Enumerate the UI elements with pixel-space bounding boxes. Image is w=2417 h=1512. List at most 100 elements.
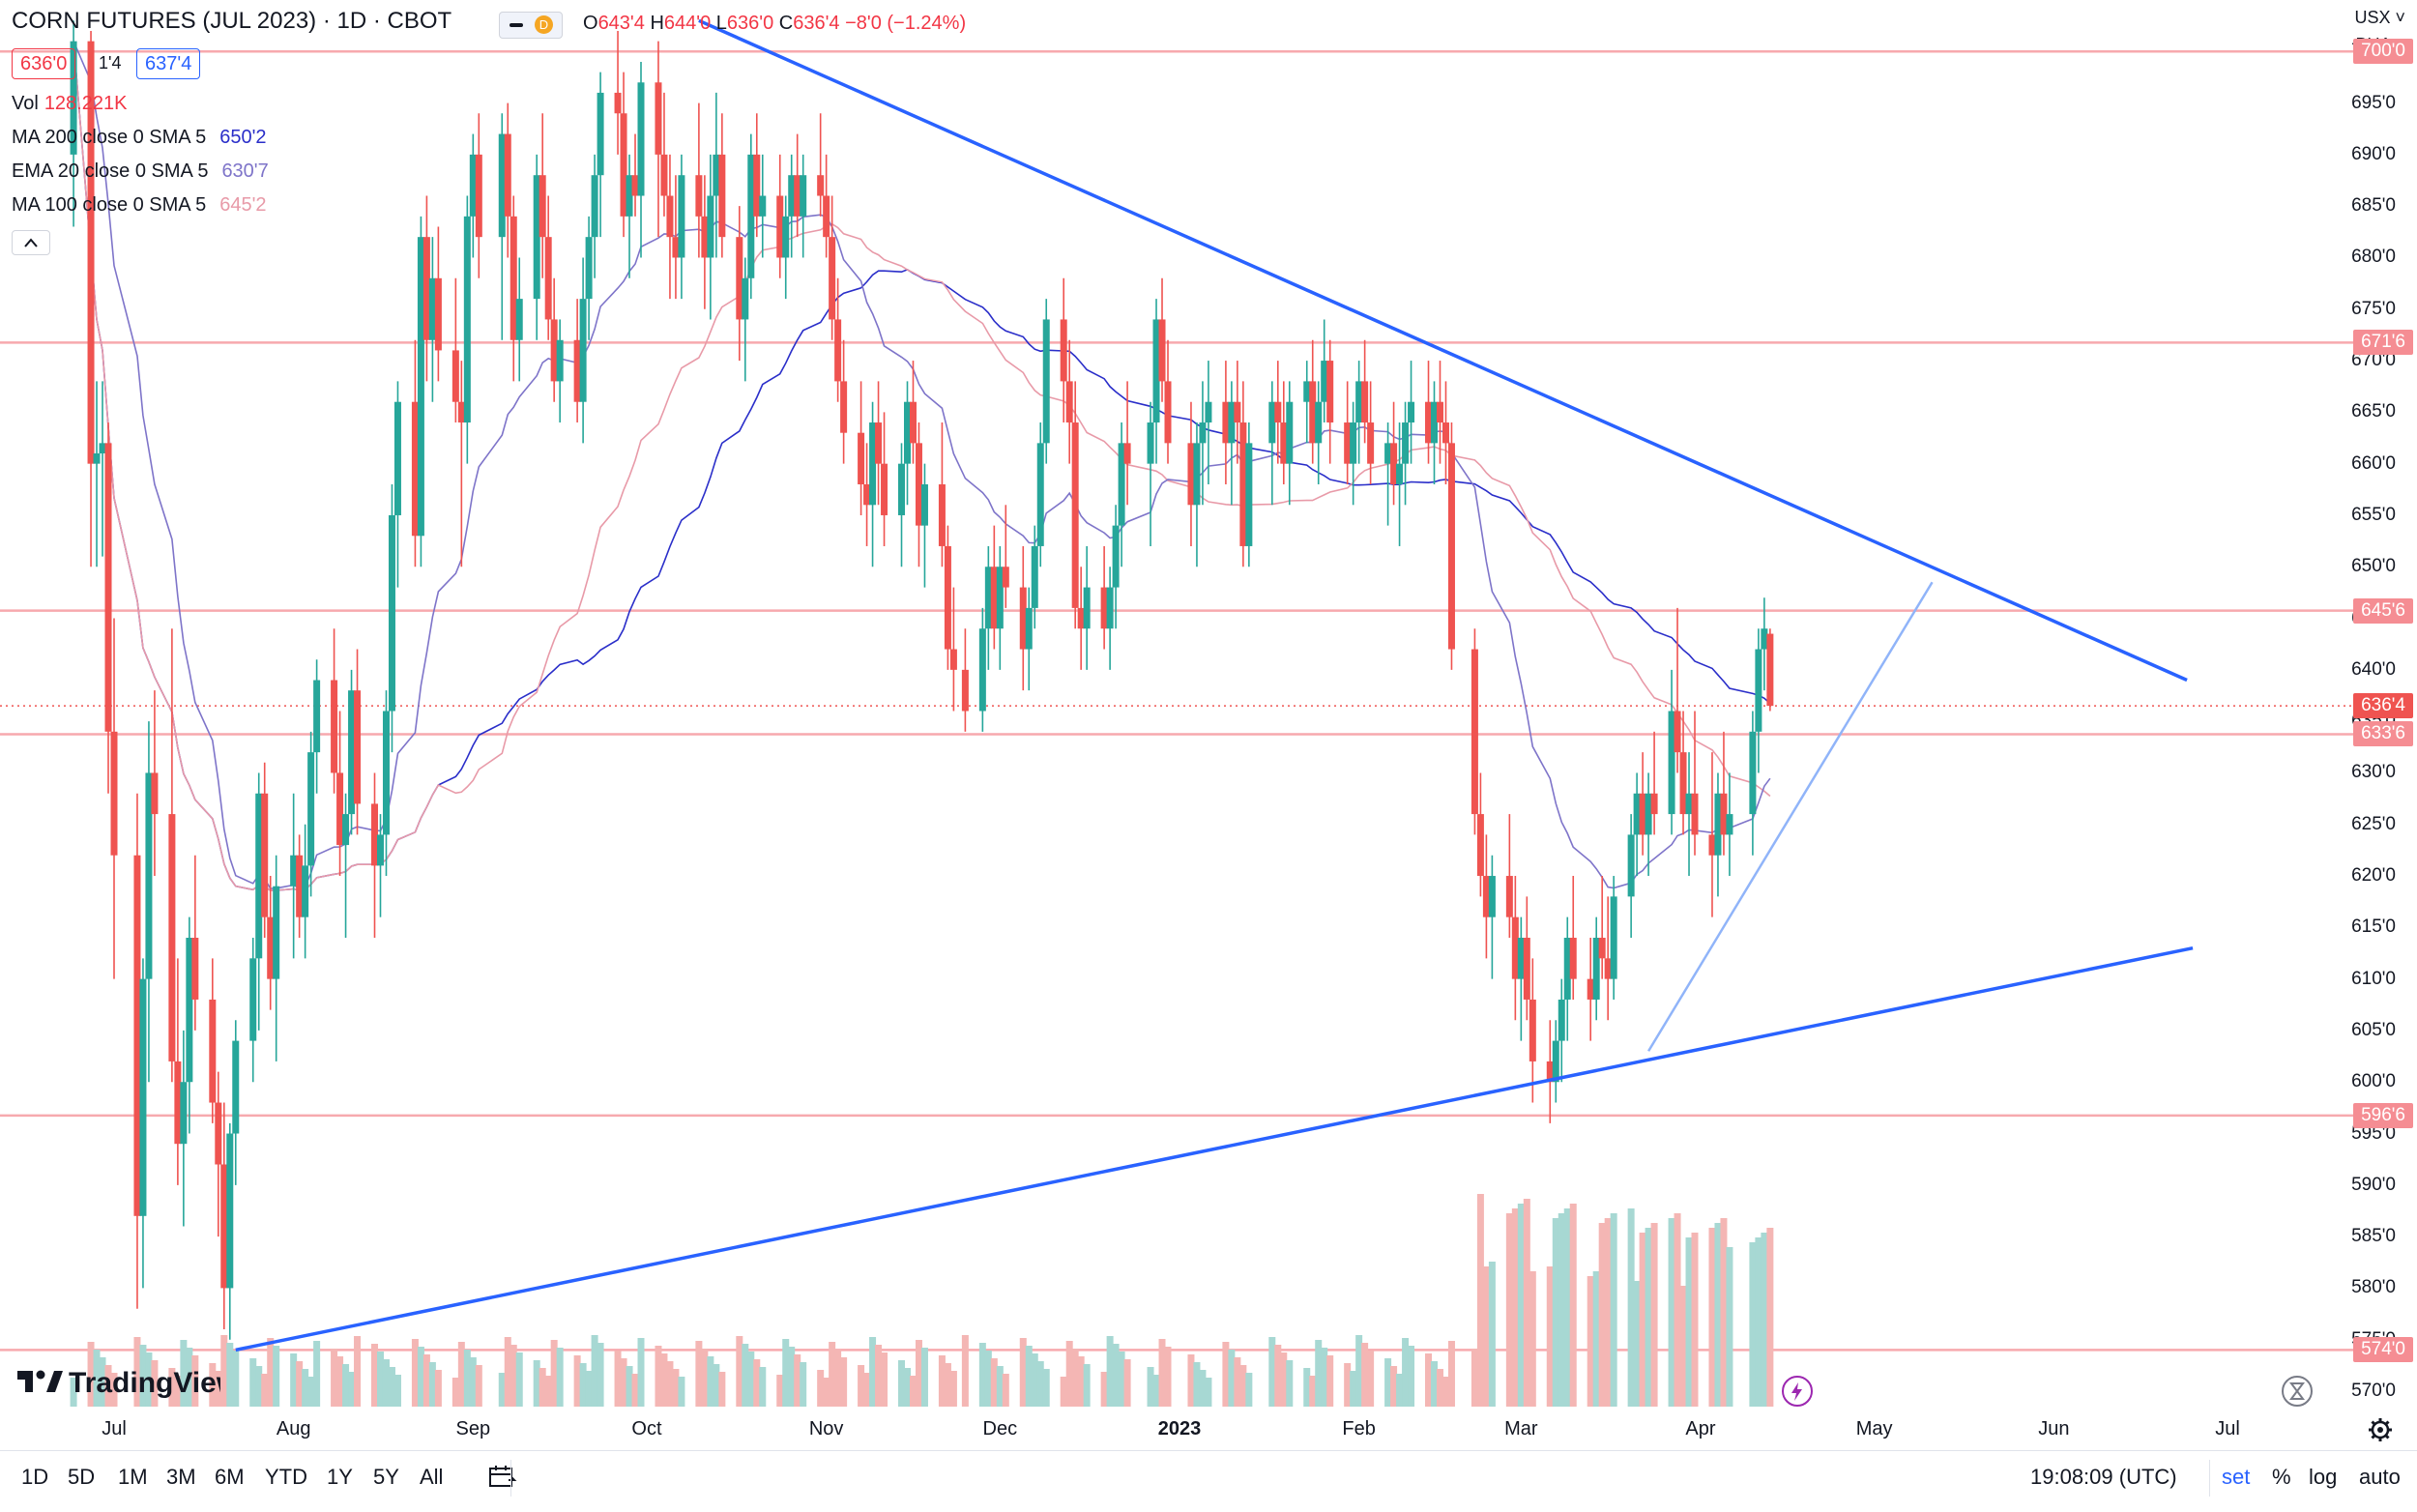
chart-canvas[interactable]	[0, 0, 2417, 1450]
auto-toggle[interactable]: auto	[2359, 1465, 2401, 1489]
goto-date-button[interactable]	[487, 1464, 518, 1496]
candle-body	[417, 237, 424, 537]
candle-body	[354, 690, 362, 804]
legend-row[interactable]: MA 100 close 0 SMA 5 645'2	[12, 194, 267, 217]
candle-body	[1569, 938, 1577, 979]
range-button-ytd[interactable]: YTD	[265, 1465, 307, 1489]
candle-body	[1558, 999, 1565, 1041]
range-button-1y[interactable]: 1Y	[327, 1465, 353, 1489]
volume-bar	[915, 1340, 922, 1407]
alert-lightning-button[interactable]	[1782, 1376, 1813, 1407]
collapse-legend-button[interactable]	[12, 230, 50, 255]
log-toggle[interactable]: log	[2309, 1465, 2338, 1489]
volume-bar	[1321, 1348, 1328, 1407]
volume-bar	[990, 1358, 998, 1407]
candle-body	[829, 237, 836, 320]
candle-body	[944, 545, 951, 650]
range-button-1d[interactable]: 1D	[21, 1465, 49, 1489]
h-label: H	[650, 13, 664, 34]
volume-bar	[1309, 1376, 1317, 1407]
range-button-all[interactable]: All	[420, 1465, 444, 1489]
volume-bar	[215, 1371, 222, 1407]
volume-bar	[794, 1354, 801, 1407]
buy-button[interactable]: 637'4	[136, 48, 201, 79]
range-button-5d[interactable]: 5D	[68, 1465, 96, 1489]
legend-row[interactable]: MA 200 close 0 SMA 5 650'2	[12, 127, 267, 149]
volume-bar	[1112, 1344, 1120, 1407]
chart-style-pill[interactable]: D	[499, 12, 563, 39]
volume-bar	[1396, 1374, 1404, 1407]
candle-body	[226, 1133, 234, 1289]
level-price-tag: 645'6	[2353, 597, 2413, 624]
volume-bar	[1598, 1223, 1606, 1407]
hourglass-icon	[2289, 1382, 2305, 1400]
volume-bar	[1199, 1370, 1207, 1407]
sell-button[interactable]: 636'0	[12, 48, 76, 79]
volume-bar	[672, 1369, 680, 1407]
range-button-6m[interactable]: 6M	[215, 1465, 245, 1489]
candle-body	[1610, 896, 1617, 979]
candle-body	[1158, 319, 1166, 382]
candle-body	[1193, 443, 1201, 506]
range-button-1m[interactable]: 1M	[118, 1465, 148, 1489]
volume-bar	[168, 1368, 176, 1407]
volume-bar	[1187, 1354, 1195, 1407]
candle-body	[371, 803, 379, 866]
range-button-3m[interactable]: 3M	[166, 1465, 196, 1489]
legend-row[interactable]: EMA 20 close 0 SMA 5 630'7	[12, 160, 269, 183]
candle-body	[1604, 958, 1612, 979]
chevron-up-icon	[24, 238, 38, 247]
candle-body	[1031, 545, 1038, 608]
symbol-title[interactable]: CORN FUTURES (JUL 2023) · 1D · CBOT	[12, 8, 451, 35]
volume-bar	[1523, 1199, 1530, 1407]
axis-settings-button[interactable]	[2366, 1415, 2395, 1449]
candle-body	[348, 690, 356, 815]
candle-body	[597, 92, 604, 176]
percent-toggle[interactable]: %	[2272, 1465, 2291, 1489]
currency-selector[interactable]: USX ˅	[2354, 8, 2405, 27]
volume-bar	[515, 1352, 523, 1407]
candle-body	[1761, 628, 1768, 650]
volume-bar	[1708, 1228, 1716, 1407]
time-tick-label: Dec	[982, 1418, 1018, 1439]
candle-body	[949, 649, 957, 670]
volume-bar	[1205, 1378, 1212, 1407]
volume-bar	[800, 1362, 807, 1407]
time-tick-label: Aug	[276, 1418, 311, 1439]
trendline	[698, 18, 2188, 683]
volume-bar	[504, 1337, 511, 1407]
volume-bar	[1726, 1247, 1733, 1407]
volume-bar	[428, 1362, 436, 1407]
candle-body	[1633, 793, 1641, 835]
candle-body	[533, 175, 540, 300]
volume-bar	[840, 1357, 848, 1407]
volume-bar	[388, 1367, 395, 1407]
clock-readout[interactable]: 19:08:09 (UTC)	[2030, 1465, 2177, 1489]
volume-bar	[296, 1361, 304, 1407]
price-tick-label: 610'0	[2351, 968, 2396, 989]
tradingview-logo[interactable]: TradingView	[17, 1363, 240, 1407]
candle-body	[1529, 999, 1536, 1061]
volume-bar	[191, 1355, 199, 1407]
volume-bar	[1714, 1223, 1722, 1407]
volume-bar	[1505, 1213, 1513, 1407]
volume-bar	[393, 1375, 401, 1407]
price-tick-label: 570'0	[2351, 1381, 2396, 1401]
volume-bar	[614, 1351, 622, 1407]
session-toggle[interactable]: set	[2222, 1465, 2251, 1489]
candle-body	[1112, 525, 1120, 588]
volume-bar	[1766, 1228, 1774, 1407]
candle-body	[1720, 793, 1728, 835]
candle-body	[87, 41, 95, 464]
range-button-5y[interactable]: 5Y	[373, 1465, 399, 1489]
replay-button[interactable]	[2282, 1376, 2313, 1407]
candle-body	[1239, 422, 1247, 546]
candle-body	[1350, 422, 1357, 464]
tradingview-logo-icon: TradingView	[17, 1367, 240, 1399]
volume-bar	[573, 1355, 581, 1407]
volume-bar	[1476, 1194, 1484, 1407]
volume-bar	[469, 1357, 477, 1407]
volume-bar	[1650, 1223, 1658, 1407]
open-value: 643'4	[597, 13, 645, 34]
legend-row[interactable]: Vol 128.221K	[12, 93, 127, 115]
